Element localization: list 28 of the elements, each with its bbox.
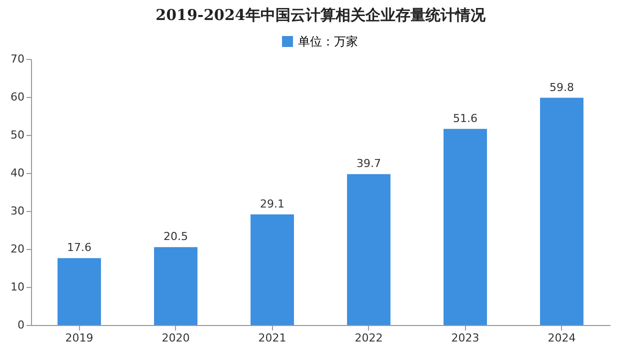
x-tick-label: 2023: [451, 332, 480, 344]
y-tick-label: 30: [10, 204, 24, 218]
x-tick-label: 2024: [548, 332, 576, 344]
data-label: 39.7: [356, 157, 381, 170]
x-tick-label: 2019: [65, 332, 94, 344]
bar: [250, 214, 294, 325]
y-tick-label: 0: [18, 318, 24, 332]
y-tick-label: 40: [10, 166, 24, 180]
data-label: 29.1: [260, 197, 284, 210]
bar: [154, 247, 198, 325]
legend-label: 单位：万家: [298, 34, 358, 48]
y-tick-label: 50: [10, 128, 24, 142]
data-label: 51.6: [453, 112, 478, 125]
y-tick-label: 70: [10, 52, 24, 66]
data-label: 59.8: [550, 80, 574, 94]
x-tick-label: 2020: [162, 332, 190, 344]
bar: [347, 174, 390, 325]
bar: [58, 258, 101, 325]
y-tick-label: 10: [10, 280, 24, 294]
y-tick-label: 60: [10, 90, 24, 104]
x-tick-label: 2021: [258, 332, 286, 344]
y-tick-label: 20: [10, 242, 24, 256]
bar: [540, 98, 584, 325]
data-label: 17.6: [67, 241, 92, 254]
x-tick-label: 2022: [354, 332, 383, 344]
bar: [444, 128, 487, 325]
chart-title: 2019-2024年中国云计算相关企业存量统计情况: [156, 6, 486, 24]
data-label: 20.5: [164, 230, 188, 244]
